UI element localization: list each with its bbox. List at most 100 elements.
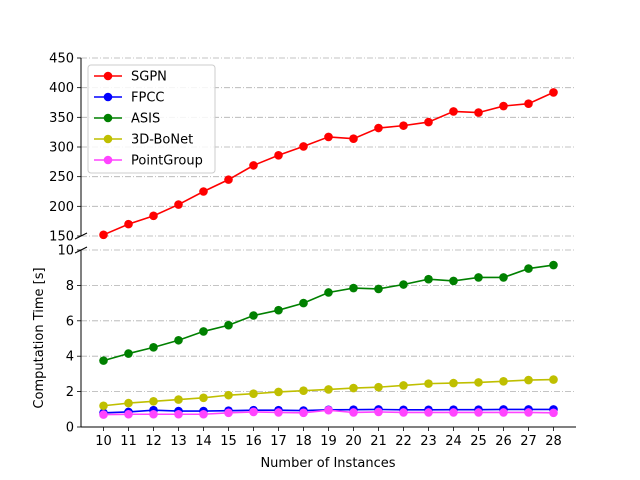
x-tick-label: 11 [120, 434, 137, 449]
x-tick-label: 21 [370, 434, 387, 449]
data-point-sgpn [549, 88, 558, 97]
y-tick-label: 300 [49, 141, 74, 156]
data-point-3d-bonet [124, 398, 133, 408]
data-point-asis [549, 260, 558, 270]
x-tick-label: 13 [170, 434, 187, 449]
axes [74, 57, 576, 431]
data-point-asis [274, 305, 283, 315]
legend-label-asis: ASIS [131, 112, 160, 127]
x-tick-label: 25 [470, 434, 487, 449]
x-tick-label: 18 [295, 434, 312, 449]
data-point-pointgroup [274, 408, 283, 417]
data-point-pointgroup [349, 408, 358, 417]
data-point-asis [474, 273, 483, 282]
legend-marker-asis [103, 113, 113, 123]
data-point-asis [499, 273, 508, 282]
data-point-sgpn [124, 219, 133, 229]
y-tick-label: 10 [57, 244, 74, 259]
data-point-3d-bonet [99, 401, 108, 411]
x-tick-label: 12 [145, 434, 162, 449]
data-point-sgpn [399, 121, 408, 130]
data-point-asis [124, 349, 133, 358]
data-point-sgpn [349, 134, 358, 143]
data-point-3d-bonet [174, 395, 183, 404]
y-tick-label: 2 [66, 385, 74, 400]
x-axis-label: Number of Instances [260, 456, 395, 471]
data-point-sgpn [99, 230, 108, 240]
y-tick-label: 250 [49, 170, 74, 185]
data-point-asis [399, 280, 408, 289]
data-point-asis [449, 276, 458, 286]
x-tick-label: 17 [270, 434, 287, 449]
x-tick-label: 15 [220, 434, 237, 449]
data-point-pointgroup [474, 408, 483, 417]
data-point-pointgroup [449, 408, 458, 417]
x-tick-label: 14 [195, 434, 212, 449]
x-tick-label: 22 [395, 434, 412, 449]
data-point-pointgroup [224, 408, 233, 418]
data-point-asis [299, 298, 308, 308]
data-point-sgpn [324, 132, 333, 142]
data-point-asis [374, 284, 383, 294]
data-point-sgpn [174, 200, 183, 209]
legend: SGPN FPCC ASIS 3D-BoNet PointGroup [87, 64, 216, 174]
data-point-3d-bonet [499, 377, 508, 386]
legend-box [87, 64, 216, 174]
data-point-sgpn [199, 187, 208, 196]
data-point-pointgroup [249, 407, 258, 417]
data-point-sgpn [149, 211, 158, 221]
data-point-pointgroup [174, 409, 183, 419]
data-point-pointgroup [499, 408, 508, 417]
legend-marker-fpcc [103, 92, 113, 102]
data-point-asis [199, 327, 208, 336]
x-tick-label: 16 [245, 434, 262, 449]
data-point-sgpn [449, 107, 458, 116]
data-point-sgpn [499, 101, 508, 111]
data-point-3d-bonet [424, 379, 433, 388]
y-tick-label: 150 [49, 230, 74, 245]
data-point-3d-bonet [274, 387, 283, 397]
legend-label-sgpn: SGPN [131, 70, 167, 85]
data-point-pointgroup [149, 409, 158, 419]
data-point-asis [174, 335, 183, 345]
axis-break-mark [74, 246, 88, 254]
x-tick-label: 23 [420, 434, 437, 449]
data-point-3d-bonet [199, 393, 208, 403]
x-tick-label: 27 [520, 434, 537, 449]
y-tick-label: 6 [66, 314, 74, 329]
x-tick-label: 10 [95, 434, 112, 449]
data-point-asis [149, 343, 158, 352]
legend-label-fpcc: FPCC [131, 91, 164, 106]
y-tick-label: 350 [49, 111, 74, 126]
series-lines [99, 88, 558, 419]
data-point-sgpn [374, 123, 383, 133]
data-point-3d-bonet [549, 375, 558, 384]
y-tick-label: 450 [49, 52, 74, 67]
data-point-pointgroup [124, 409, 133, 419]
data-point-pointgroup [299, 408, 308, 418]
y-tick-label: 8 [66, 279, 74, 294]
legend-label-3d-bonet: 3D-BoNet [131, 133, 193, 148]
data-point-sgpn [224, 175, 233, 184]
data-point-pointgroup [549, 408, 558, 418]
legend-marker-pointgroup [103, 155, 113, 165]
data-point-pointgroup [374, 407, 383, 417]
x-tick-label: 20 [345, 434, 362, 449]
data-point-pointgroup [99, 410, 108, 419]
data-point-3d-bonet [449, 378, 458, 388]
x-tick-label: 19 [320, 434, 337, 449]
data-point-pointgroup [199, 409, 208, 419]
axis-break-mark [74, 232, 88, 240]
data-point-sgpn [274, 151, 283, 160]
y-tick-label: 400 [49, 81, 74, 96]
data-point-asis [424, 274, 433, 284]
legend-label-pointgroup: PointGroup [131, 154, 203, 169]
data-point-pointgroup [399, 408, 408, 417]
data-point-asis [324, 288, 333, 297]
data-point-asis [349, 283, 358, 293]
data-point-3d-bonet [474, 378, 483, 387]
data-point-sgpn [249, 161, 258, 170]
y-axis-label: Computation Time [s] [32, 267, 47, 408]
